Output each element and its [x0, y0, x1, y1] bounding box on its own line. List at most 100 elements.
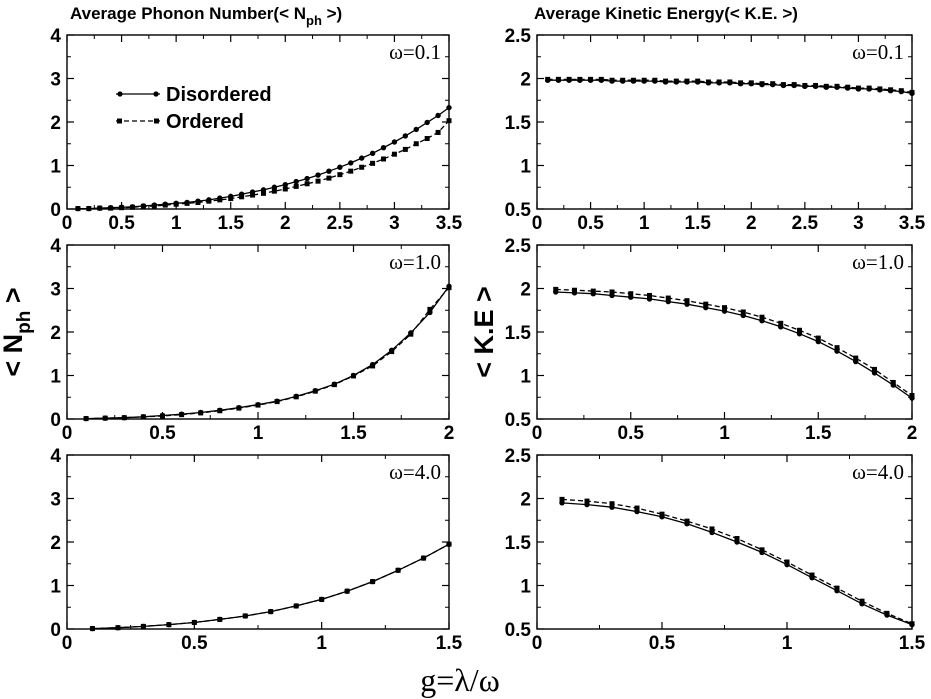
x-tick-label: 1.5 [340, 423, 367, 444]
data-point-ordered [673, 78, 679, 84]
y-tick-label: 2 [50, 113, 61, 134]
data-point-ordered [140, 414, 146, 420]
x-tick-label: 3 [853, 213, 864, 234]
legend-marker-disordered [117, 91, 123, 97]
x-tick-label: 0 [62, 633, 73, 654]
data-point-ordered [160, 413, 165, 419]
data-point-ordered [545, 76, 551, 82]
y-tick-label: 0 [50, 620, 61, 641]
data-point-disordered [413, 126, 419, 133]
x-tick-label: 1 [316, 633, 327, 654]
data-point-disordered [326, 168, 332, 174]
data-point-disordered [271, 184, 278, 190]
data-point-ordered [834, 585, 840, 591]
series-line-ordered [92, 543, 450, 630]
data-point-ordered [337, 172, 343, 178]
data-point-ordered [909, 89, 915, 95]
y-tick-label: 4 [50, 446, 61, 467]
data-point-disordered [446, 104, 452, 111]
data-point-ordered [446, 118, 452, 124]
y-tick-label: 0.5 [505, 200, 532, 221]
data-point-disordered [402, 133, 409, 139]
data-point-ordered [446, 541, 452, 547]
x-tick-label: 0.5 [649, 633, 676, 654]
data-point-ordered [89, 626, 95, 632]
y-tick-label: 1.5 [505, 323, 532, 344]
data-point-ordered [888, 87, 894, 93]
y-tick-label: 1 [50, 157, 61, 178]
data-point-ordered [823, 83, 829, 89]
data-point-ordered [255, 402, 261, 408]
data-point-ordered [716, 79, 722, 85]
x-tick-label: 2.5 [327, 213, 354, 234]
omega-annotation: ω=4.0 [852, 460, 904, 484]
data-point-ordered [250, 192, 256, 198]
data-point-ordered [778, 320, 784, 326]
data-point-disordered [315, 172, 321, 178]
data-point-ordered [566, 76, 572, 82]
panel-ke_w10: 0 0.5 1 1.5 20.511.522.5ω=1.0 [505, 236, 918, 444]
data-point-ordered [173, 201, 179, 207]
y-tick-label: 2.5 [505, 26, 532, 47]
data-point-ordered [282, 186, 288, 192]
x-tick-label: 0.5 [577, 213, 604, 234]
data-point-ordered [129, 204, 135, 210]
data-point-ordered [634, 505, 640, 511]
data-point-ordered [641, 77, 647, 83]
x-tick-label: 1 [171, 213, 182, 234]
data-point-ordered [427, 306, 433, 312]
data-point-ordered [370, 160, 376, 166]
x-tick-label: 3.5 [436, 213, 463, 234]
y-tick-label: 4 [50, 26, 61, 47]
x-tick-label: 0 [532, 633, 543, 654]
data-point-ordered [102, 415, 108, 421]
legend-marker-ordered-end [154, 118, 159, 124]
data-point-ordered [791, 82, 797, 88]
x-axis-label: g=λ/ω [420, 662, 500, 698]
data-point-ordered [663, 78, 669, 84]
series-line-disordered [561, 502, 913, 626]
data-point-ordered [553, 286, 559, 292]
data-point-ordered [217, 616, 223, 622]
y-tick-label: 4 [50, 236, 61, 257]
data-point-ordered [590, 288, 596, 294]
x-tick-label: 0 [532, 423, 543, 444]
data-point-ordered [312, 388, 318, 394]
series-line-ordered [547, 78, 913, 94]
x-tick-label: 1 [782, 633, 793, 654]
data-point-ordered [630, 77, 636, 83]
x-tick-label: 0 [62, 213, 73, 234]
data-point-ordered [855, 85, 861, 91]
data-point-ordered [909, 621, 915, 627]
series-line-disordered [86, 285, 450, 420]
data-point-ordered [866, 85, 872, 91]
data-point-ordered [609, 501, 615, 507]
data-point-disordered [380, 144, 387, 151]
data-point-ordered [179, 412, 185, 418]
data-point-ordered [108, 205, 114, 211]
data-point-disordered [358, 155, 365, 161]
data-point-ordered [75, 206, 81, 212]
y-tick-label: 1 [50, 367, 61, 388]
data-point-ordered [609, 289, 615, 295]
data-point-ordered [140, 203, 146, 209]
omega-annotation: ω=0.1 [852, 40, 904, 64]
data-point-ordered [348, 168, 354, 174]
data-point-ordered [684, 78, 690, 84]
series-line-ordered [555, 288, 913, 397]
data-point-ordered [389, 349, 395, 355]
x-tick-label: 0 [532, 213, 543, 234]
x-tick-label: 2 [280, 213, 291, 234]
data-point-ordered [140, 623, 146, 629]
right-column-title: Average Kinetic Energy(< K.E. >) [534, 4, 798, 23]
data-point-disordered [391, 139, 398, 145]
data-point-ordered [239, 194, 245, 200]
data-point-disordered [435, 112, 441, 119]
data-point-ordered [620, 77, 626, 83]
data-point-ordered [890, 379, 896, 385]
data-point-ordered [628, 291, 634, 297]
data-point-ordered [727, 79, 733, 85]
data-point-ordered [86, 206, 92, 212]
data-point-ordered [872, 366, 877, 372]
data-point-ordered [647, 292, 652, 298]
